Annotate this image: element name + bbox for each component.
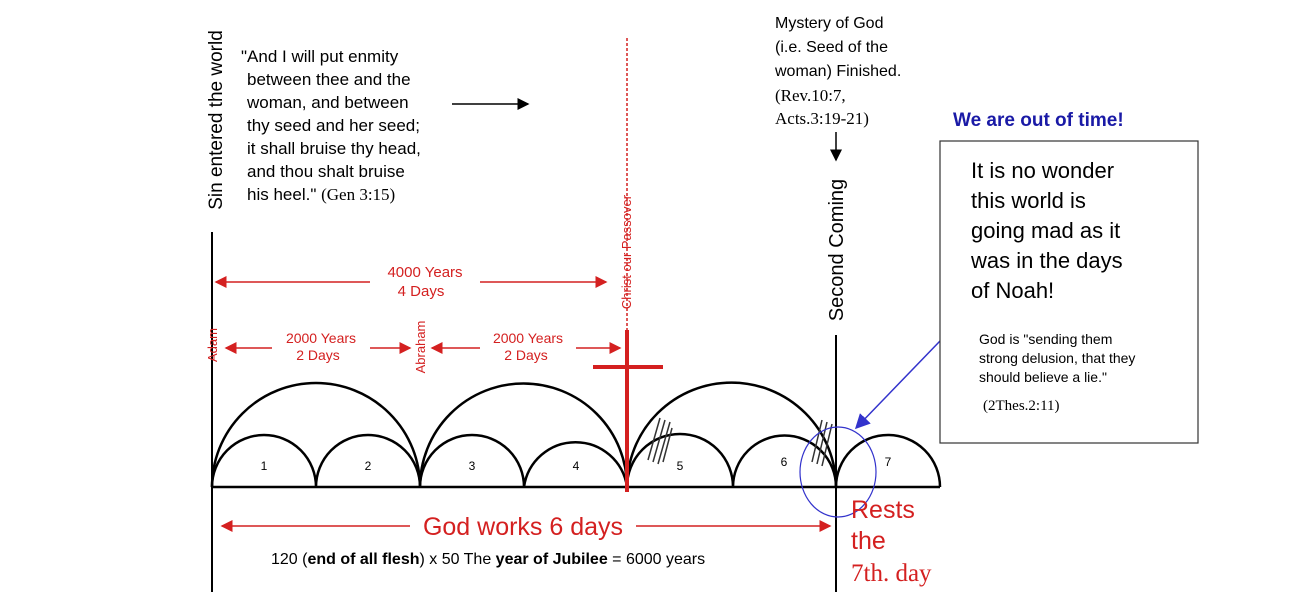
box-quote: strong delusion, that they bbox=[979, 350, 1135, 366]
span-years: 2000 Years bbox=[286, 330, 356, 346]
quote-line: "And I will put enmity bbox=[241, 47, 399, 66]
box-line: this world is bbox=[971, 188, 1086, 213]
formula-part: = 6000 years bbox=[608, 551, 705, 568]
day-numbers: 1 2 3 4 5 6 7 bbox=[261, 455, 892, 473]
day-number: 5 bbox=[677, 459, 684, 473]
day-number: 4 bbox=[573, 459, 580, 473]
mystery-line: (i.e. Seed of the bbox=[775, 39, 888, 56]
marker-label: Second Coming bbox=[826, 179, 848, 321]
formula-part: end of all flesh bbox=[307, 551, 419, 568]
arcs bbox=[210, 381, 942, 489]
box-line: going mad as it bbox=[971, 218, 1120, 243]
mystery: Mystery of God (i.e. Seed of the woman) … bbox=[774, 15, 901, 128]
span-days: 2 Days bbox=[504, 347, 548, 363]
span-years: 4000 Years bbox=[387, 264, 462, 281]
quote: "And I will put enmity between thee and … bbox=[241, 47, 421, 204]
day-number: 1 bbox=[261, 459, 268, 473]
formula-part: ) x 50 The bbox=[419, 551, 495, 568]
formula: 120 (end of all flesh) x 50 The year of … bbox=[271, 551, 705, 568]
rests-line: Rests bbox=[851, 496, 915, 524]
span-years: 2000 Years bbox=[493, 330, 563, 346]
mystery-line: woman) Finished. bbox=[774, 63, 901, 80]
warning: We are out of time! bbox=[953, 110, 1124, 131]
rests-line: the bbox=[851, 527, 886, 555]
mystery-line: Mystery of God bbox=[775, 15, 883, 32]
quote-reference: (Gen 3:15) bbox=[321, 185, 395, 204]
quote-line: woman, and between bbox=[246, 93, 409, 112]
span-days: 2 Days bbox=[296, 347, 340, 363]
quote-line: and thou shalt bruise bbox=[247, 162, 405, 181]
sin-label: Sin entered the world bbox=[206, 30, 227, 210]
day-number: 7 bbox=[885, 455, 892, 469]
cross bbox=[593, 330, 663, 492]
box-text: It is no wonder this world is going mad … bbox=[970, 158, 1135, 414]
day-number: 3 bbox=[469, 459, 476, 473]
marker-label: Adam bbox=[205, 328, 220, 362]
mystery-ref: (Rev.10:7, bbox=[775, 86, 846, 105]
spans: 4000 Years 4 Days 2000 Years 2 Days 2000… bbox=[286, 264, 563, 363]
box-quote: should believe a lie." bbox=[979, 369, 1107, 385]
day-number: 2 bbox=[365, 459, 372, 473]
box-line: was in the days bbox=[970, 248, 1123, 273]
box-reference: (2Thes.2:11) bbox=[983, 398, 1060, 414]
rests-line: 7th. day bbox=[851, 560, 932, 587]
quote-line: his heel." (Gen 3:15) bbox=[247, 185, 395, 204]
mystery-ref: Acts.3:19-21) bbox=[775, 109, 869, 128]
highlight-ellipse bbox=[799, 426, 877, 518]
quote-line: it shall bruise thy head, bbox=[247, 139, 421, 158]
box-quote: God is "sending them bbox=[979, 331, 1112, 347]
formula-part: year of Jubilee bbox=[496, 551, 608, 568]
formula-part: 120 ( bbox=[271, 551, 308, 568]
quote-line: between thee and the bbox=[247, 70, 411, 89]
box bbox=[939, 140, 1199, 444]
day-number: 6 bbox=[781, 455, 788, 469]
span-arrows bbox=[214, 276, 832, 532]
rests: Rests the 7th. day bbox=[851, 496, 932, 587]
marker-label: Abraham bbox=[413, 321, 428, 374]
box-line: It is no wonder bbox=[971, 158, 1114, 183]
marker-label: Christ our Passover bbox=[619, 194, 634, 309]
quote-line: his heel." bbox=[247, 185, 316, 204]
works-label: God works 6 days bbox=[423, 513, 623, 541]
span-days: 4 Days bbox=[398, 283, 445, 300]
quote-line: thy seed and her seed; bbox=[247, 116, 420, 135]
box-line: of Noah! bbox=[971, 278, 1054, 303]
